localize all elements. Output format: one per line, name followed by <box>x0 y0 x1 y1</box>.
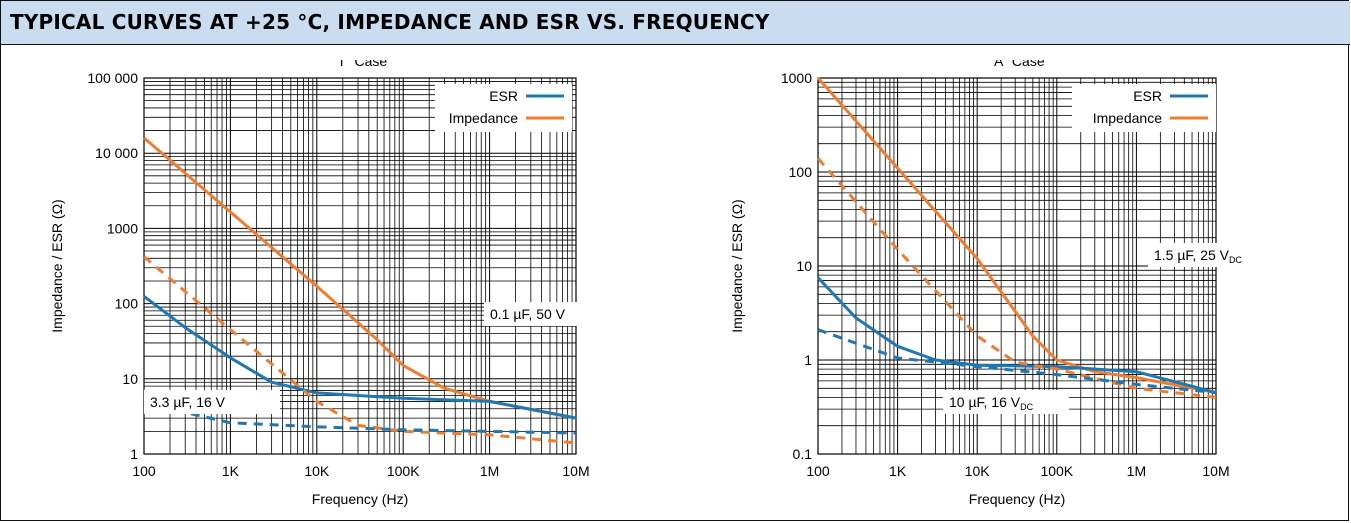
y-tick-label: 0.1 <box>793 446 813 462</box>
y-axis-label: Impedance / ESR (Ω) <box>729 199 745 332</box>
x-tick-label: 100 <box>132 463 156 479</box>
plot-area-border <box>143 77 577 455</box>
annotation-label: 3.3 µF, 16 V <box>150 394 226 410</box>
x-tick-label: 10M <box>562 463 589 479</box>
x-tick-label: 100 <box>806 463 830 479</box>
chart-t-case: “T” Case 100 1K 10K 100K 1M 10M 1 10 100 1000 10 00… <box>49 60 590 507</box>
impedance-dashed-series-line <box>143 255 577 445</box>
legend-label: ESR <box>489 88 518 104</box>
x-tick-label: 100K <box>387 463 420 479</box>
y-tick-label: 1 <box>804 352 812 368</box>
x-tick-label: 100K <box>1040 463 1073 479</box>
legend-background <box>435 84 572 132</box>
annotation-background <box>1148 243 1272 267</box>
x-tick-label: 1M <box>480 463 499 479</box>
y-tick-label: 100 <box>115 296 139 312</box>
chart-title: “A” Case <box>989 60 1044 69</box>
x-tick-label: 10K <box>965 463 991 479</box>
x-tick-label: 10K <box>304 463 330 479</box>
y-tick-label: 10 <box>122 371 138 387</box>
chart-title: “T” Case <box>333 60 388 69</box>
y-tick-label: 100 000 <box>87 70 138 86</box>
y-tick-label: 10 <box>796 258 812 274</box>
x-axis-label: Frequency (Hz) <box>969 491 1065 507</box>
esr-solid-series-line <box>816 276 1217 395</box>
y-tick-label: 1 <box>130 446 138 462</box>
x-axis-label: Frequency (Hz) <box>312 491 408 507</box>
figure-title: TYPICAL CURVES AT +25 °C, IMPEDANCE AND … <box>10 10 770 34</box>
legend-label: Impedance <box>449 110 518 126</box>
y-tick-label: 10 000 <box>95 145 138 161</box>
x-tick-label: 10M <box>1202 463 1229 479</box>
figure-header: TYPICAL CURVES AT +25 °C, IMPEDANCE AND … <box>1 1 1350 45</box>
x-tick-label: 1K <box>222 463 240 479</box>
legend-label: ESR <box>1133 88 1162 104</box>
impedance-dashed-series-line <box>816 157 1217 399</box>
annotation-background <box>484 302 590 326</box>
legend-background <box>1072 84 1216 132</box>
annotation-background <box>144 390 280 414</box>
esr-solid-series-line <box>143 295 577 420</box>
annotation-label: 10 µF, 16 VDC <box>949 394 1034 412</box>
x-tick-label: 1M <box>1127 463 1146 479</box>
y-tick-label: 1000 <box>781 70 812 86</box>
annotation-label: 0.1 µF, 50 V <box>490 306 566 322</box>
chart-a-case: “A” Case 100 1K 10K 100K 1M 10M 0.1 1 10 100 1000 Fr… <box>729 60 1272 507</box>
y-axis-label: Impedance / ESR (Ω) <box>49 199 65 332</box>
annotation-background <box>943 390 1069 414</box>
legend-label: Impedance <box>1093 110 1162 126</box>
y-tick-label: 100 <box>789 164 813 180</box>
impedance-solid-series-line <box>816 77 1217 395</box>
y-tick-label: 1000 <box>107 220 138 236</box>
esr-dashed-series-line <box>817 328 1217 395</box>
annotation-label: 1.5 µF, 25 VDC <box>1154 247 1242 265</box>
x-tick-label: 1K <box>889 463 907 479</box>
impedance-solid-series-line <box>143 136 577 420</box>
